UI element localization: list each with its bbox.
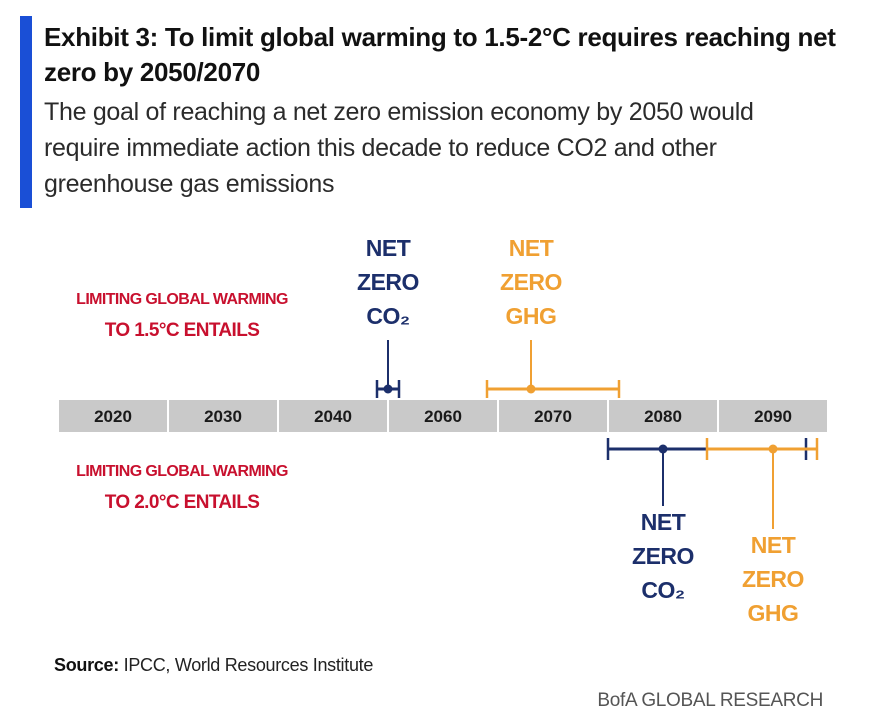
scenario-20-label: LIMITING GLOBAL WARMING TO 2.0°C ENTAILS: [62, 460, 302, 518]
exhibit-title: Exhibit 3: To limit global warming to 1.…: [44, 22, 836, 87]
scenario-20-ghg-label-line1: NET: [751, 532, 796, 558]
scenario-15-ghg-label-line2: ZERO: [500, 269, 562, 295]
scenario-15-co2-label-line1: NET: [366, 235, 411, 261]
scenario-15-co2-label-line3: CO₂: [366, 303, 410, 329]
axis-cell-2070: [499, 400, 607, 432]
axis-label-2040: 2040: [314, 407, 352, 426]
axis-label-2080: 2080: [644, 407, 682, 426]
axis-label-2090: 2090: [754, 407, 792, 426]
scenario-20-label-line2: TO 2.0°C ENTAILS: [104, 492, 260, 513]
scenario-15-ghg-label-line3: GHG: [506, 303, 557, 329]
axis-cell-2030: [169, 400, 277, 432]
scenario-15-co2-label-line2: ZERO: [357, 269, 419, 295]
publisher-credit: BofA GLOBAL RESEARCH: [597, 690, 823, 711]
scenario-15-label: LIMITING GLOBAL WARMING TO 1.5°C ENTAILS: [62, 288, 302, 346]
axis-label-2070: 2070: [534, 407, 572, 426]
axis-cell-2040: [279, 400, 387, 432]
scenario-20-label-line1: LIMITING GLOBAL WARMING: [76, 463, 288, 480]
scenario-20-co2-label-line3: CO₂: [641, 577, 685, 603]
axis-cell-2060: [389, 400, 497, 432]
source-note: Source: IPCC, World Resources Institute: [54, 655, 373, 676]
source-text: IPCC, World Resources Institute: [118, 655, 374, 675]
scenario-15-label-line2: TO 1.5°C ENTAILS: [104, 320, 260, 341]
scenario-15-label-line1: LIMITING GLOBAL WARMING: [76, 291, 288, 308]
accent-bar: [20, 16, 32, 208]
exhibit-subtitle: The goal of reaching a net zero emission…: [44, 98, 754, 198]
scenario-15-ghg-label-line1: NET: [509, 235, 554, 261]
scenario-20-ghg-label-line3: GHG: [748, 600, 799, 626]
axis-cell-2080: [609, 400, 717, 432]
axis-label-2030: 2030: [204, 407, 242, 426]
axis-label-2060: 2060: [424, 407, 462, 426]
scenario-20-co2-label-line1: NET: [641, 509, 686, 535]
source-label: Source:: [54, 655, 119, 675]
axis-cell-2090: [719, 400, 827, 432]
scenario-20-ghg-label-line2: ZERO: [742, 566, 804, 592]
axis-label-2020: 2020: [94, 407, 132, 426]
axis-cell-2020: [59, 400, 167, 432]
scenario-20-co2-label-line2: ZERO: [632, 543, 694, 569]
